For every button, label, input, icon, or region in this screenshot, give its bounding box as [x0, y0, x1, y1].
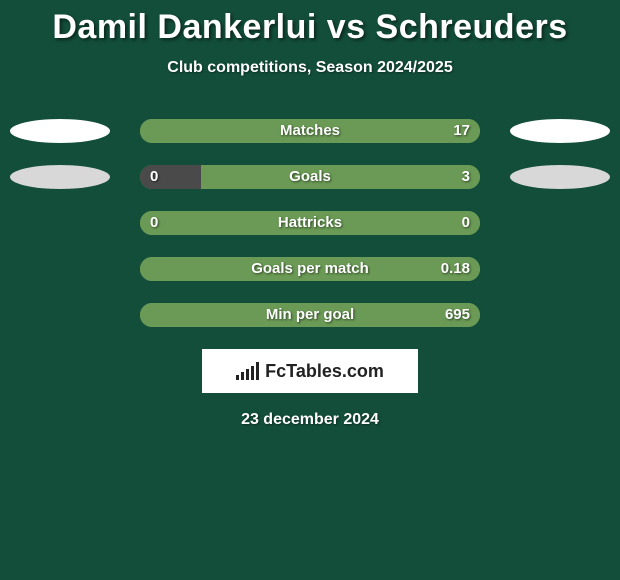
- player-marker-right: [510, 165, 610, 189]
- stat-bar-right-fill: [140, 303, 480, 327]
- stat-value-right: 17: [453, 119, 470, 143]
- stat-value-right: 695: [445, 303, 470, 327]
- fctables-logo: FcTables.com: [202, 349, 418, 393]
- stat-row: Hattricks00: [0, 211, 620, 235]
- player-marker-left: [10, 119, 110, 143]
- stat-bar: [140, 165, 480, 189]
- stat-bar-right-fill: [140, 257, 480, 281]
- page-subtitle: Club competitions, Season 2024/2025: [0, 59, 620, 77]
- stat-bar: [140, 303, 480, 327]
- stat-rows: Matches17Goals03Hattricks00Goals per mat…: [0, 119, 620, 327]
- bar-chart-icon: [236, 362, 259, 380]
- stat-bar: [140, 257, 480, 281]
- stat-value-left: 0: [150, 165, 158, 189]
- stat-bar: [140, 211, 480, 235]
- stat-row: Min per goal695: [0, 303, 620, 327]
- date-label: 23 december 2024: [0, 411, 620, 429]
- player-marker-left: [10, 165, 110, 189]
- stat-value-left: 0: [150, 211, 158, 235]
- stat-value-right: 0: [462, 211, 470, 235]
- stat-value-right: 3: [462, 165, 470, 189]
- page-title: Damil Dankerlui vs Schreuders: [0, 8, 620, 47]
- player-marker-right: [510, 119, 610, 143]
- stat-bar-right-fill: [140, 119, 480, 143]
- stat-bar-right-fill: [201, 165, 480, 189]
- logo-text: FcTables.com: [265, 361, 384, 382]
- comparison-infographic: Damil Dankerlui vs Schreuders Club compe…: [0, 0, 620, 580]
- stat-row: Goals per match0.18: [0, 257, 620, 281]
- stat-bar: [140, 119, 480, 143]
- stat-value-right: 0.18: [441, 257, 470, 281]
- stat-bar-right-fill: [140, 211, 480, 235]
- stat-row: Matches17: [0, 119, 620, 143]
- stat-row: Goals03: [0, 165, 620, 189]
